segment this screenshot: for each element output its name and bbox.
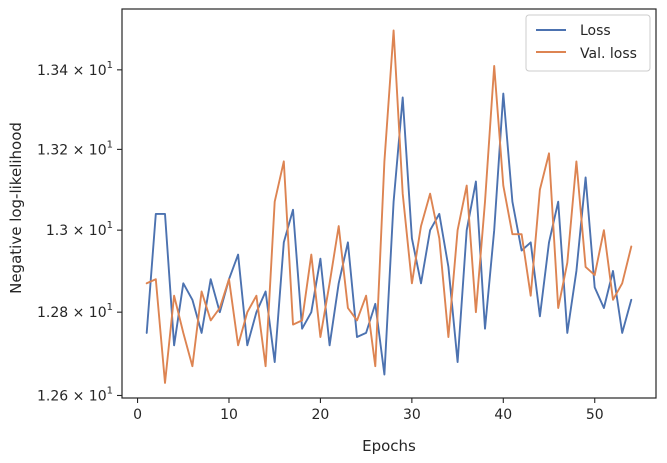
legend: Loss Val. loss [525,14,651,72]
legend-val-loss-label: Val. loss [580,46,637,62]
legend-loss-label: Loss [580,23,611,39]
y-axis-label: Negative log-likelihood [7,122,25,294]
val-loss-series-line [145,29,633,384]
plot-frame [121,8,657,399]
x-tick-label: 30 [403,407,421,423]
y-tick-label: 1.28 × 101 [37,302,113,321]
x-tick-label: 20 [312,407,330,423]
x-axis-label: Epochs [362,437,416,455]
x-tick-label: 50 [586,407,604,423]
x-tick-label: 10 [220,407,238,423]
x-tick-label: 0 [133,407,142,423]
y-tick-label: 1.34 × 101 [37,60,113,79]
y-tick-label: 1.3 × 101 [46,220,113,239]
x-tick-label: 40 [494,407,512,423]
y-tick-label: 1.26 × 101 [37,385,113,404]
x-axis-ticks: 0 10 20 30 40 50 [133,398,604,423]
series-layer [145,29,633,384]
y-axis-ticks: 1.26 × 101 1.28 × 101 1.3 × 101 1.32 × 101 1… [37,60,122,404]
y-tick-label: 1.32 × 101 [37,139,113,158]
